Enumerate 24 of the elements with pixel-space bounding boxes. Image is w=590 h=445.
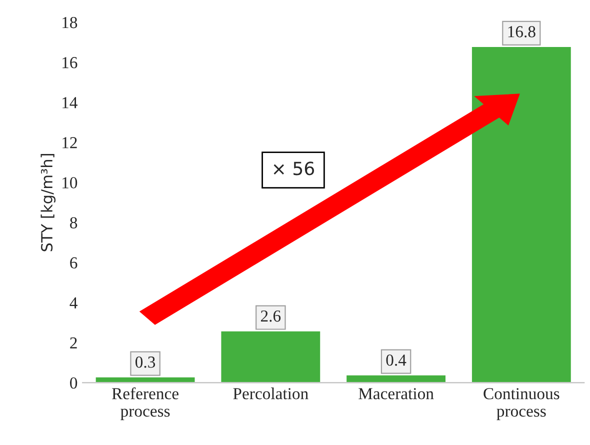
data-label: 16.8 xyxy=(508,26,536,38)
bar xyxy=(220,330,322,383)
y-tick-label: 10 xyxy=(62,177,78,188)
data-label: 2.6 xyxy=(260,310,281,322)
y-tick-label: 2 xyxy=(70,337,77,348)
y-axis-title: STY [kg/m³h] xyxy=(40,154,56,252)
x-tick-label: Reference process xyxy=(112,387,178,420)
x-tick-label: Percolation xyxy=(233,388,308,400)
data-label: 0.4 xyxy=(386,354,406,366)
y-tick-label: 16 xyxy=(62,57,78,68)
y-tick-label: 6 xyxy=(70,257,78,268)
data-label: 0.3 xyxy=(136,356,156,368)
y-tick-label: 0 xyxy=(70,377,78,389)
bar xyxy=(345,374,447,383)
bar xyxy=(470,46,572,383)
annotation: × 56 xyxy=(274,162,314,176)
y-tick-label: 4 xyxy=(70,297,78,308)
x-tick-label: Maceration xyxy=(358,388,434,400)
y-tick-label: 14 xyxy=(62,97,78,108)
y-tick-label: 12 xyxy=(62,137,77,148)
bar xyxy=(94,376,196,383)
x-tick-label: Continuous process xyxy=(484,388,560,420)
y-tick-label: 8 xyxy=(70,217,78,228)
y-tick-label: 18 xyxy=(62,16,78,28)
